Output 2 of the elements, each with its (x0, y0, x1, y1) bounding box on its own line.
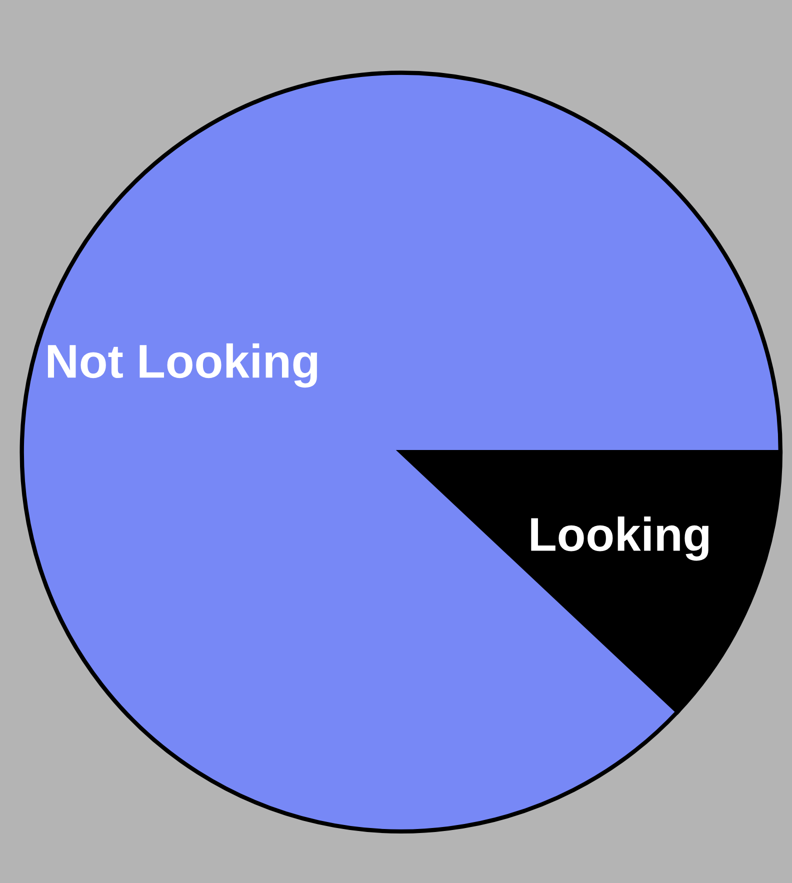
slice-label: Looking (531, 516, 708, 561)
slice-label: Not Looking (48, 343, 318, 388)
